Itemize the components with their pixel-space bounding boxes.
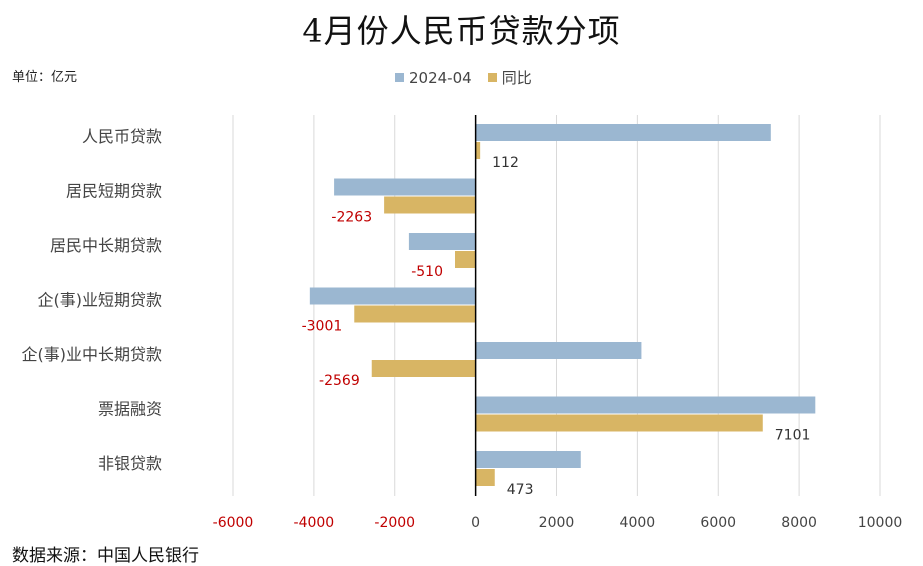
chart-title: 4月份人民币贷款分项 [302, 12, 621, 50]
legend-item-2024-04: 2024-04 [395, 69, 472, 87]
category-label: 票据融资 [98, 400, 162, 419]
data-label: -3001 [302, 319, 343, 335]
bar-2024-04 [475, 396, 816, 414]
bar-2024-04 [475, 342, 642, 359]
data-label: 112 [492, 155, 519, 171]
bar-2024-04 [334, 178, 476, 196]
legend-label-yoy: 同比 [501, 69, 532, 87]
bar-yoy [475, 142, 481, 159]
x-tick-label: -4000 [294, 515, 335, 531]
bar-2024-04 [475, 124, 771, 141]
legend-item-yoy: 同比 [487, 67, 532, 88]
x-tick-label: 8000 [781, 515, 817, 531]
category-label: 居民中长期贷款 [50, 236, 162, 255]
data-label: -2263 [331, 210, 372, 226]
data-label: -2569 [319, 373, 360, 389]
bar-2024-04 [475, 451, 581, 468]
bar-yoy [475, 414, 763, 432]
data-source: 数据来源：中国人民银行 [12, 546, 199, 566]
x-tick-label: -2000 [374, 515, 415, 531]
legend-swatch-2024-04 [395, 73, 404, 82]
category-label: 居民短期贷款 [66, 182, 162, 201]
bar-yoy [384, 196, 476, 214]
bar-2024-04 [408, 233, 476, 250]
bar-yoy [475, 469, 495, 486]
legend-swatch-yoy [487, 73, 497, 82]
category-label: 企(事)业中长期贷款 [22, 345, 163, 364]
x-tick-label: 10000 [858, 515, 903, 531]
category-label: 企(事)业短期贷款 [38, 291, 163, 310]
data-label: 7101 [775, 428, 811, 444]
unit-label: 单位：亿元 [12, 70, 78, 85]
data-label: -510 [411, 264, 443, 280]
bar-yoy [354, 305, 476, 323]
x-tick-label: 2000 [539, 515, 575, 531]
bar-2024-04 [309, 287, 476, 305]
x-tick-label: 4000 [620, 515, 656, 531]
category-label: 人民币贷款 [82, 127, 162, 146]
legend-label-2024-04: 2024-04 [409, 68, 472, 87]
legend: 2024-04 同比 [395, 67, 548, 88]
x-tick-label: -6000 [213, 515, 254, 531]
bar-yoy [371, 360, 476, 377]
data-label: 473 [507, 482, 534, 498]
x-tick-label: 6000 [700, 515, 736, 531]
bar-yoy [455, 251, 476, 268]
x-tick-label: 0 [471, 515, 480, 531]
category-label: 非银贷款 [98, 454, 162, 473]
